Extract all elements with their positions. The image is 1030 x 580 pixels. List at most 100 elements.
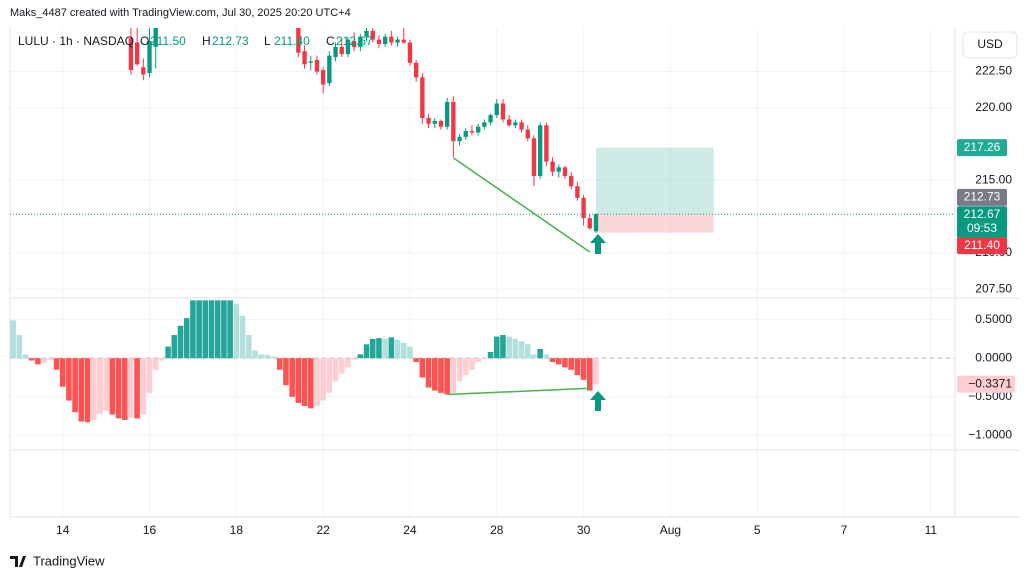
histogram-bar [41, 358, 47, 363]
histogram-bar [407, 346, 413, 359]
price-label: 212.73 [964, 190, 1001, 204]
histogram-bar [537, 348, 543, 359]
candle-body [345, 39, 351, 55]
x-tick-label: 18 [230, 523, 244, 537]
histogram-bar [469, 358, 475, 370]
arrow [590, 234, 606, 254]
trendline [452, 157, 591, 253]
histogram-bar [438, 358, 444, 393]
candle-body [550, 161, 555, 172]
candle-body [358, 36, 363, 47]
histogram-bar [121, 358, 128, 420]
legend-value: 211.50 [150, 34, 186, 48]
histogram-bar [177, 325, 184, 359]
histogram-bar [283, 358, 289, 386]
y-tick-label: 0.0000 [975, 350, 1012, 364]
price-label-bg [957, 139, 1007, 157]
x-tick-label: 16 [143, 523, 157, 537]
candle-body [302, 51, 307, 65]
histogram-bar [221, 300, 227, 359]
histogram-bar [506, 336, 512, 359]
currency-button[interactable] [962, 31, 1018, 59]
histogram-bar [568, 358, 574, 370]
histogram-bar [320, 358, 326, 401]
histogram-bar [227, 300, 233, 359]
value-label: −0.3371 [968, 376, 1012, 390]
histogram-bar [165, 346, 171, 359]
histogram-bar [332, 358, 339, 382]
candle-body [401, 39, 406, 43]
histogram-bar [47, 358, 54, 360]
axes: 222.50220.00215.00210.00207.501416182224… [56, 64, 1015, 537]
candle-body [457, 136, 462, 142]
value-label-bg [957, 375, 1015, 393]
histogram-bar [345, 358, 351, 368]
histogram-bar [512, 338, 519, 359]
profit-zone [595, 147, 714, 215]
candle-body [469, 131, 475, 133]
histogram-bar [109, 358, 116, 415]
x-tick-label: 7 [841, 523, 848, 537]
y-tick-label: 207.50 [975, 281, 1012, 295]
histogram-bar [531, 354, 537, 359]
candle-body [500, 103, 506, 120]
candle-body [153, 28, 158, 47]
histogram-bar [462, 358, 469, 376]
candle-body [389, 36, 394, 43]
histogram-bar [35, 358, 41, 365]
histogram-bar [128, 358, 134, 418]
candle-body [370, 30, 375, 40]
histogram-bar [295, 358, 302, 403]
legend-value: 212.73 [212, 34, 249, 48]
histogram-bar [171, 335, 178, 359]
histogram-bar [10, 320, 16, 359]
histogram-bar [382, 338, 388, 359]
candle-body [587, 218, 592, 229]
histogram-bar [103, 358, 109, 411]
candle-body [351, 41, 357, 47]
histogram-bar [481, 358, 488, 359]
histogram-bar [357, 354, 364, 359]
histogram-bar [183, 318, 190, 359]
histogram-bar [444, 358, 450, 395]
histogram-bar [580, 358, 587, 380]
histogram-bar [59, 358, 66, 387]
histogram-bar [28, 358, 35, 361]
legend-value: 212.67 [336, 34, 373, 48]
candle-body [482, 122, 487, 127]
histogram-bar [233, 304, 240, 359]
legend-key: H [202, 34, 211, 48]
histogram-bar [493, 336, 500, 359]
price-label: 211.40 [964, 238, 1000, 252]
histogram-bar [307, 358, 314, 409]
candle-body [327, 55, 332, 84]
histogram-bar [276, 358, 283, 370]
histogram-bar [90, 358, 97, 420]
histogram-bar [543, 354, 550, 359]
histogram-bar [518, 341, 525, 359]
candle-body [544, 125, 549, 162]
candle-body [488, 115, 493, 123]
histogram-bar [196, 300, 202, 359]
currency[interactable]: USD [977, 37, 1003, 51]
histogram-bar [202, 300, 209, 359]
candle-body [581, 197, 586, 219]
histogram-bar [456, 358, 463, 382]
candle-body [147, 41, 152, 73]
histogram-bar [376, 338, 382, 359]
candle-body [475, 126, 481, 133]
candle-body [537, 125, 543, 177]
histogram-bar [400, 342, 407, 359]
candle-body [513, 122, 518, 126]
histogram-bar [72, 358, 78, 413]
candle-body [308, 61, 313, 63]
histogram-bar [22, 354, 29, 359]
histogram-bar [146, 358, 153, 393]
histogram-bar [593, 358, 599, 385]
logo-mark [10, 556, 26, 567]
histogram-bar [431, 358, 438, 391]
legend-key: C [326, 34, 335, 48]
candle-body [407, 42, 413, 63]
countdown: 09:53 [967, 221, 997, 235]
histogram-bar [586, 358, 593, 391]
